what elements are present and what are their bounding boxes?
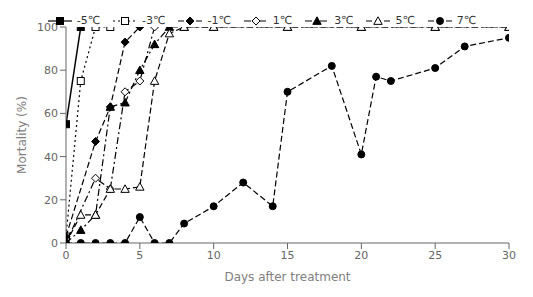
html-text:7℃: 7℃	[456, 14, 477, 27]
svg-text:10: 10	[207, 249, 221, 262]
svg-text:Days after treatment: Days after treatment	[224, 270, 350, 284]
html-text:-3℃: -3℃	[142, 14, 166, 27]
html-text:1℃: 1℃	[272, 14, 293, 27]
html-text:-5℃: -5℃	[76, 14, 101, 27]
svg-text:5: 5	[136, 249, 143, 262]
html-text:3℃: 3℃	[334, 14, 354, 27]
svg-text:100: 100	[37, 21, 58, 34]
svg-text:0: 0	[51, 237, 58, 250]
svg-text:Mortality (%): Mortality (%)	[15, 96, 29, 174]
svg-text:80: 80	[44, 64, 58, 77]
svg-text:30: 30	[502, 249, 516, 262]
html-text:5℃: 5℃	[395, 14, 415, 27]
svg-text:40: 40	[44, 151, 58, 164]
svg-text:25: 25	[428, 249, 442, 262]
svg-text:60: 60	[44, 107, 58, 120]
svg-text:15: 15	[281, 249, 295, 262]
svg-text:20: 20	[44, 194, 58, 207]
svg-text:20: 20	[354, 249, 368, 262]
svg-text:0: 0	[63, 249, 70, 262]
html-text:-1℃: -1℃	[207, 14, 231, 27]
